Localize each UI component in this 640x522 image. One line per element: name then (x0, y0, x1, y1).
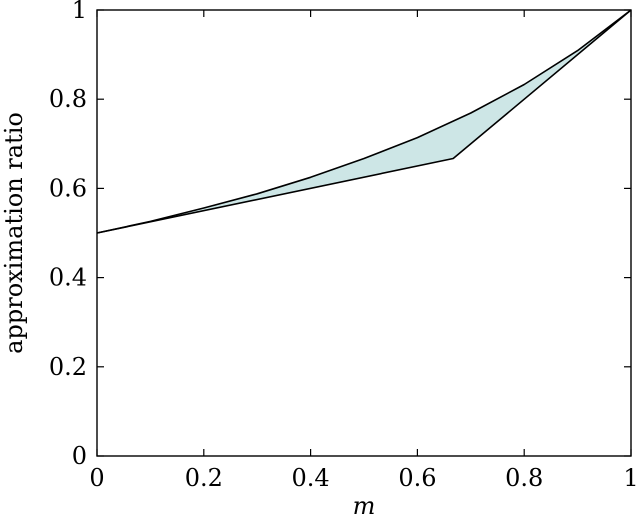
fill-layer (97, 10, 631, 233)
plot-frame (96, 9, 632, 457)
y-tick-label: 0.6 (49, 174, 87, 202)
y-tick-label: 0.2 (49, 353, 87, 381)
y-axis-label: approximation ratio (0, 112, 28, 354)
shaded-region (97, 10, 631, 233)
x-tick-label: 0.6 (398, 464, 436, 492)
series-line-upper (96, 9, 632, 234)
x-tick-label: 0.2 (185, 464, 223, 492)
x-tick-label: 0 (89, 464, 104, 492)
x-tick-label: 1 (623, 464, 638, 492)
x-tick-label: 0.4 (292, 464, 330, 492)
y-tick-label: 0.4 (49, 264, 87, 292)
y-tick-label: 1 (72, 0, 87, 24)
series-line-lower (96, 9, 632, 234)
lines-layer (96, 9, 632, 234)
y-tick-label: 0.8 (49, 85, 87, 113)
labels-layer: 0 0.2 0.4 0.6 0.8 1 0 0.2 0.4 0.6 0.8 1 (49, 0, 639, 492)
x-axis-label: m (353, 492, 376, 520)
x-tick-label: 0.8 (505, 464, 543, 492)
y-tick-label: 0 (72, 442, 87, 470)
